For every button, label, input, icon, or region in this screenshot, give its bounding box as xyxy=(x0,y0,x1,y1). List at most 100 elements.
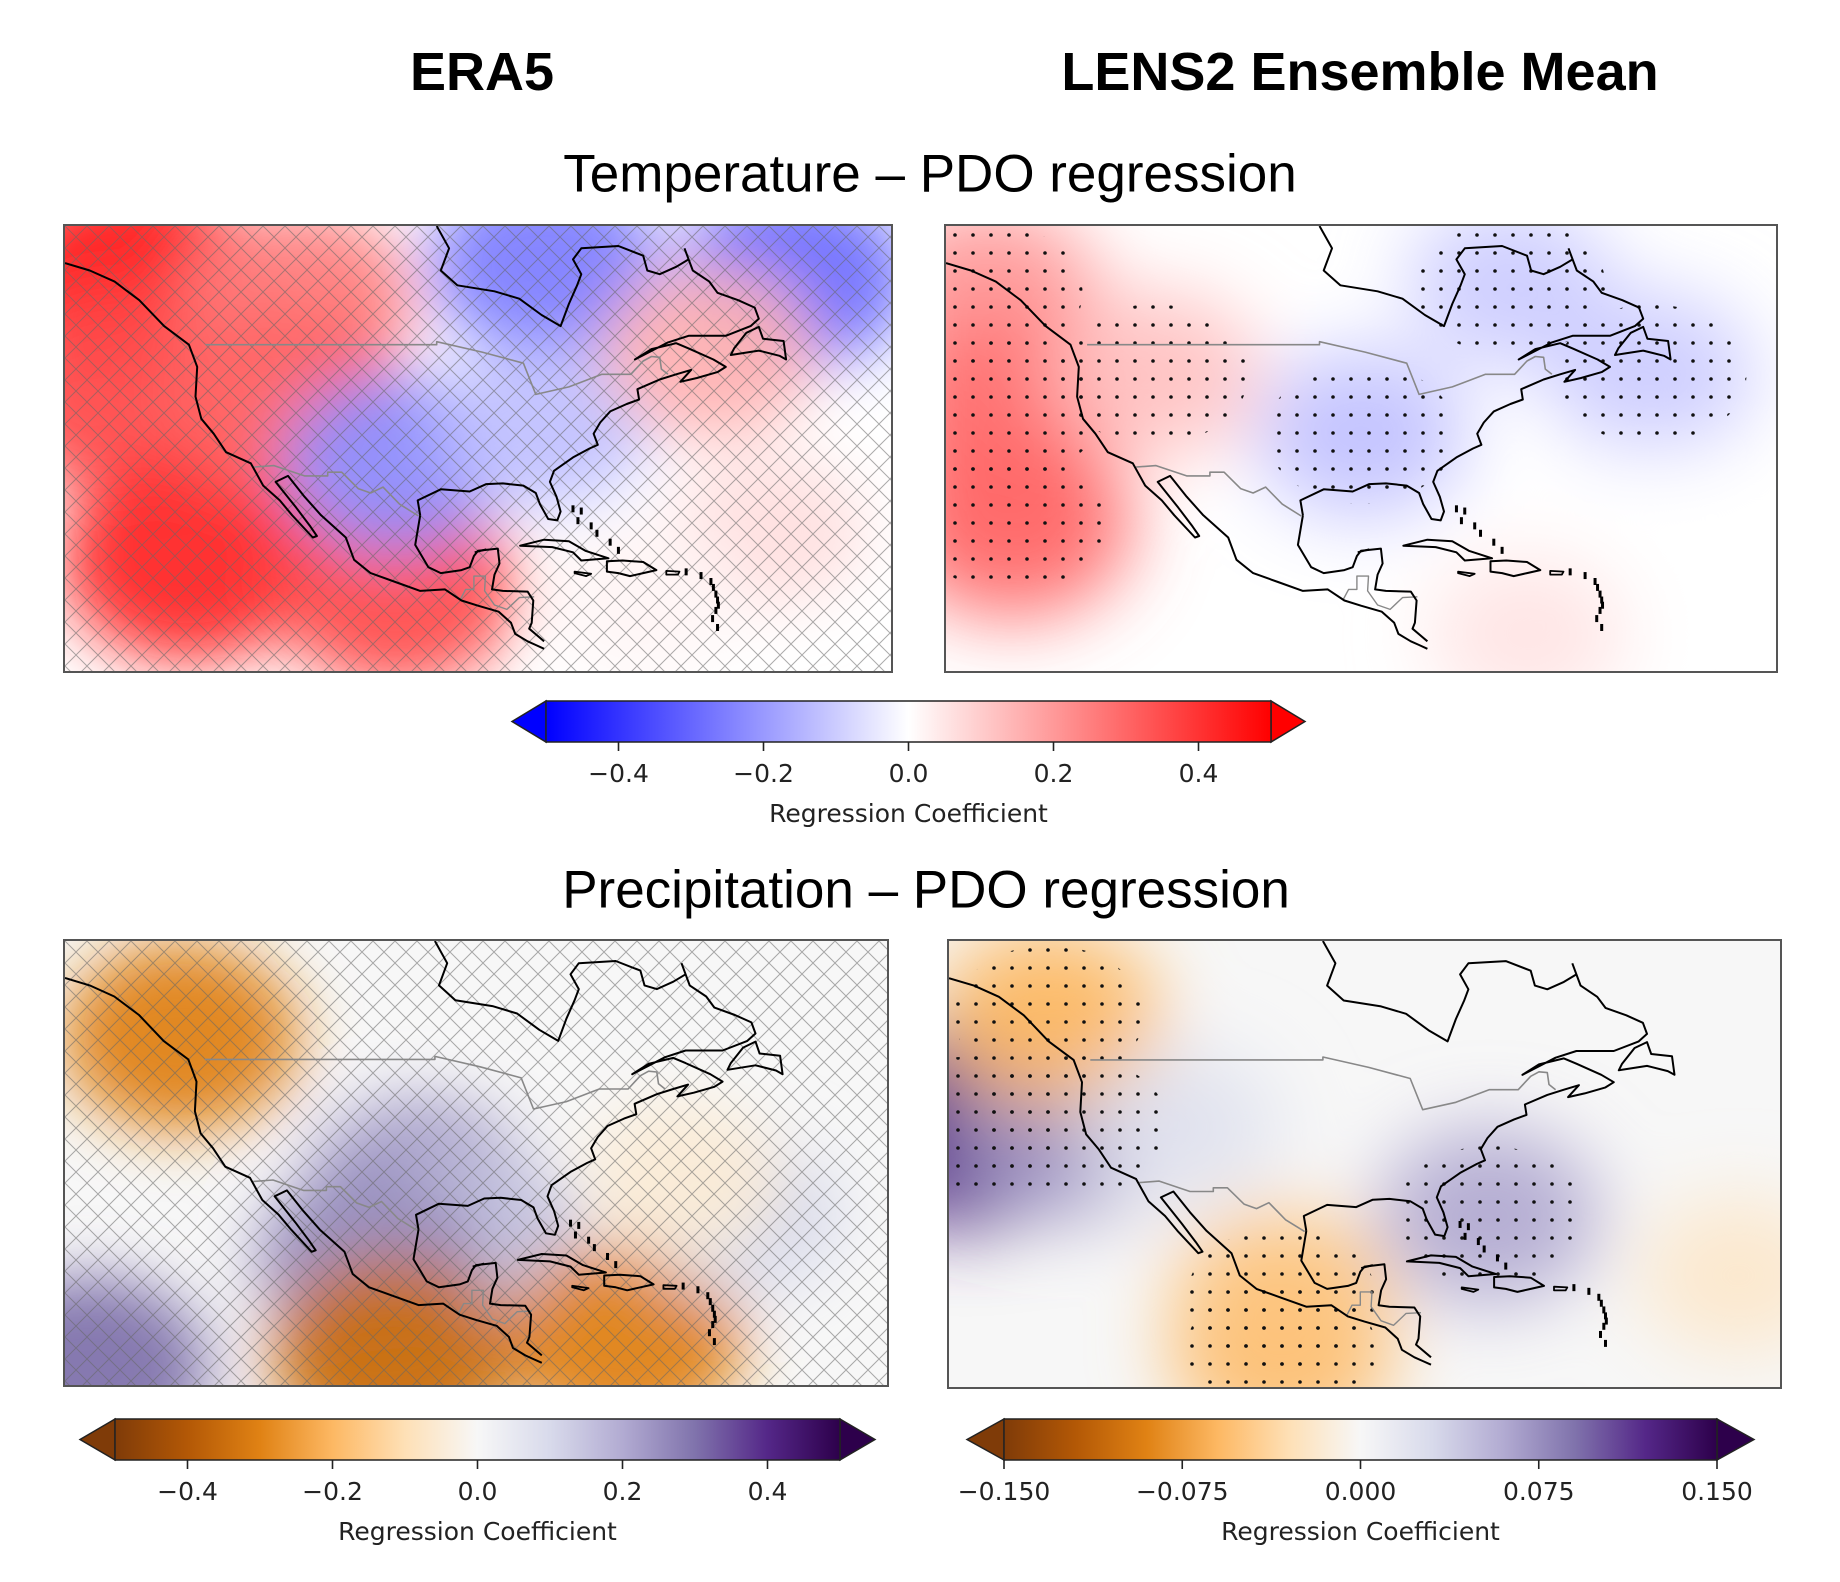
coastline-gulf-caribbean xyxy=(1296,515,1429,643)
border-central-america xyxy=(459,575,535,611)
coastline-yucatan xyxy=(1357,548,1370,554)
colorbar-canvas: −0.4 −0.2 0.0 0.2 0.4 Regression Coefficient xyxy=(510,699,1307,828)
coastline-hudson-bay xyxy=(434,941,687,1042)
stipple-area xyxy=(1394,1146,1585,1287)
coastline-hispaniola xyxy=(605,559,658,578)
border-us-canada xyxy=(204,1055,666,1110)
border-us-mexico xyxy=(253,1179,418,1231)
map-lens2-temperature xyxy=(944,224,1778,673)
colorbar-gradient xyxy=(545,700,1272,743)
anomaly-region xyxy=(1428,554,1626,671)
border-us-canada xyxy=(205,340,669,396)
colorbar-tick-label: −0.075 xyxy=(1136,1477,1229,1506)
coastline-hispaniola xyxy=(1489,559,1542,578)
colorbar-extend-max xyxy=(1270,699,1307,744)
significance-hatching xyxy=(65,226,891,671)
map-canvas xyxy=(65,226,891,671)
coastline-pacific xyxy=(946,262,1428,650)
border-us-canada xyxy=(1087,340,1553,396)
small-islands xyxy=(569,1219,717,1346)
colorbar-extend-min xyxy=(78,1417,116,1462)
colorbar-precip-lens2: −0.150 −0.075 0.000 0.075 0.150 Regression Co… xyxy=(958,1417,1756,1559)
map-lens2-precipitation xyxy=(947,939,1782,1389)
border-us-mexico xyxy=(1139,1180,1306,1233)
colorbar-precip-era5: −0.4 −0.2 0.0 0.2 0.4 Regression Coefficient xyxy=(78,1417,877,1559)
coastline-atlantic xyxy=(416,247,760,522)
map-canvas xyxy=(949,941,1780,1387)
border-central-america xyxy=(1342,575,1418,611)
coastline-yucatan xyxy=(472,1262,485,1268)
significance-hatching xyxy=(65,941,887,1385)
colorbar-tick-label: −0.4 xyxy=(157,1477,218,1506)
row-title-precipitation: Precipitation – PDO regression xyxy=(562,860,1290,920)
map-era5-precipitation xyxy=(63,939,889,1387)
colorbar-tick-label: 0.0 xyxy=(458,1477,498,1506)
colorbar-canvas: −0.4 −0.2 0.0 0.2 0.4 Regression Coefficient xyxy=(78,1417,877,1546)
small-islands xyxy=(571,505,720,631)
coastline-atlantic xyxy=(1299,247,1645,522)
coastline-yucatan xyxy=(1360,1264,1374,1270)
stipple-area xyxy=(1556,304,1747,445)
coastline-newfoundland xyxy=(1614,325,1672,361)
small-islands xyxy=(1454,505,1605,631)
stipple-area xyxy=(1266,363,1456,504)
stipple-area xyxy=(946,452,1108,593)
coastline-hudson-bay xyxy=(1322,941,1577,1043)
coastline-gulf-caribbean xyxy=(414,515,545,643)
colorbar-extend-min xyxy=(965,1417,1005,1462)
colorbar-tick-label: 0.4 xyxy=(1179,759,1219,788)
colorbar-canvas: −0.150 −0.075 0.000 0.075 0.150 Regression Co… xyxy=(958,1417,1756,1546)
coastline-hudson-bay xyxy=(1318,226,1574,328)
coastline-gulf-caribbean xyxy=(412,1229,543,1357)
column-title-lens2: LENS2 Ensemble Mean xyxy=(1061,42,1659,102)
border-us-mexico xyxy=(254,464,419,517)
coastline-puerto-rico xyxy=(665,570,681,576)
coastline-hispaniola xyxy=(603,1273,655,1292)
coastline-atlantic xyxy=(415,962,757,1236)
coastline-pacific xyxy=(949,977,1432,1366)
colorbar-tick-label: 0.0 xyxy=(889,759,929,788)
colorbar-tick-label: −0.2 xyxy=(302,1477,363,1506)
stipple-area xyxy=(1058,304,1249,445)
map-era5-temperature xyxy=(63,224,893,673)
colorbar-gradient xyxy=(1003,1418,1718,1461)
coastline-jamaica xyxy=(571,1284,590,1292)
small-islands xyxy=(1458,1220,1608,1347)
colorbar-label: Regression Coefficient xyxy=(769,799,1048,828)
coastline-cuba xyxy=(1405,1254,1497,1278)
coastline-jamaica xyxy=(1460,1286,1480,1293)
coastline-yucatan xyxy=(474,548,487,554)
border-central-america xyxy=(1345,1291,1422,1326)
coastline-puerto-rico xyxy=(662,1284,678,1290)
colorbar-label: Regression Coefficient xyxy=(338,1517,617,1546)
coastline-newfoundland xyxy=(729,325,788,361)
border-central-america xyxy=(457,1289,532,1325)
colorbar-extend-max xyxy=(839,1417,877,1462)
coastline-cuba xyxy=(1402,538,1494,562)
anomaly-region xyxy=(1638,1195,1780,1356)
colorbar-tick-label: −0.150 xyxy=(958,1477,1051,1506)
coastline-newfoundland xyxy=(1617,1041,1676,1076)
coastline-pacific xyxy=(65,977,543,1364)
coastline-gulf-caribbean xyxy=(1300,1230,1432,1359)
colorbar-label: Regression Coefficient xyxy=(1221,1517,1500,1546)
coastline-newfoundland xyxy=(726,1040,784,1076)
coastline-puerto-rico xyxy=(1553,1285,1569,1292)
anomaly-region xyxy=(1556,446,1747,599)
colorbar-extend-min xyxy=(510,699,547,744)
map-canvas xyxy=(946,226,1776,671)
colorbar-tick-label: 0.2 xyxy=(1034,759,1074,788)
coastline-hispaniola xyxy=(1493,1275,1545,1293)
colorbar-extend-max xyxy=(1716,1417,1756,1462)
significance-stippling xyxy=(946,226,1747,593)
colorbar-tick-label: −0.4 xyxy=(588,759,649,788)
row-title-temperature: Temperature – PDO regression xyxy=(563,144,1297,204)
map-canvas xyxy=(65,941,887,1385)
stipple-area xyxy=(978,1056,1169,1197)
coastline-atlantic xyxy=(1302,962,1648,1238)
coastline-jamaica xyxy=(1457,570,1476,577)
coastline-cuba xyxy=(516,1253,607,1276)
stipple-area xyxy=(953,945,1144,1086)
column-title-era5: ERA5 xyxy=(409,42,555,102)
border-us-mexico xyxy=(1136,464,1302,517)
